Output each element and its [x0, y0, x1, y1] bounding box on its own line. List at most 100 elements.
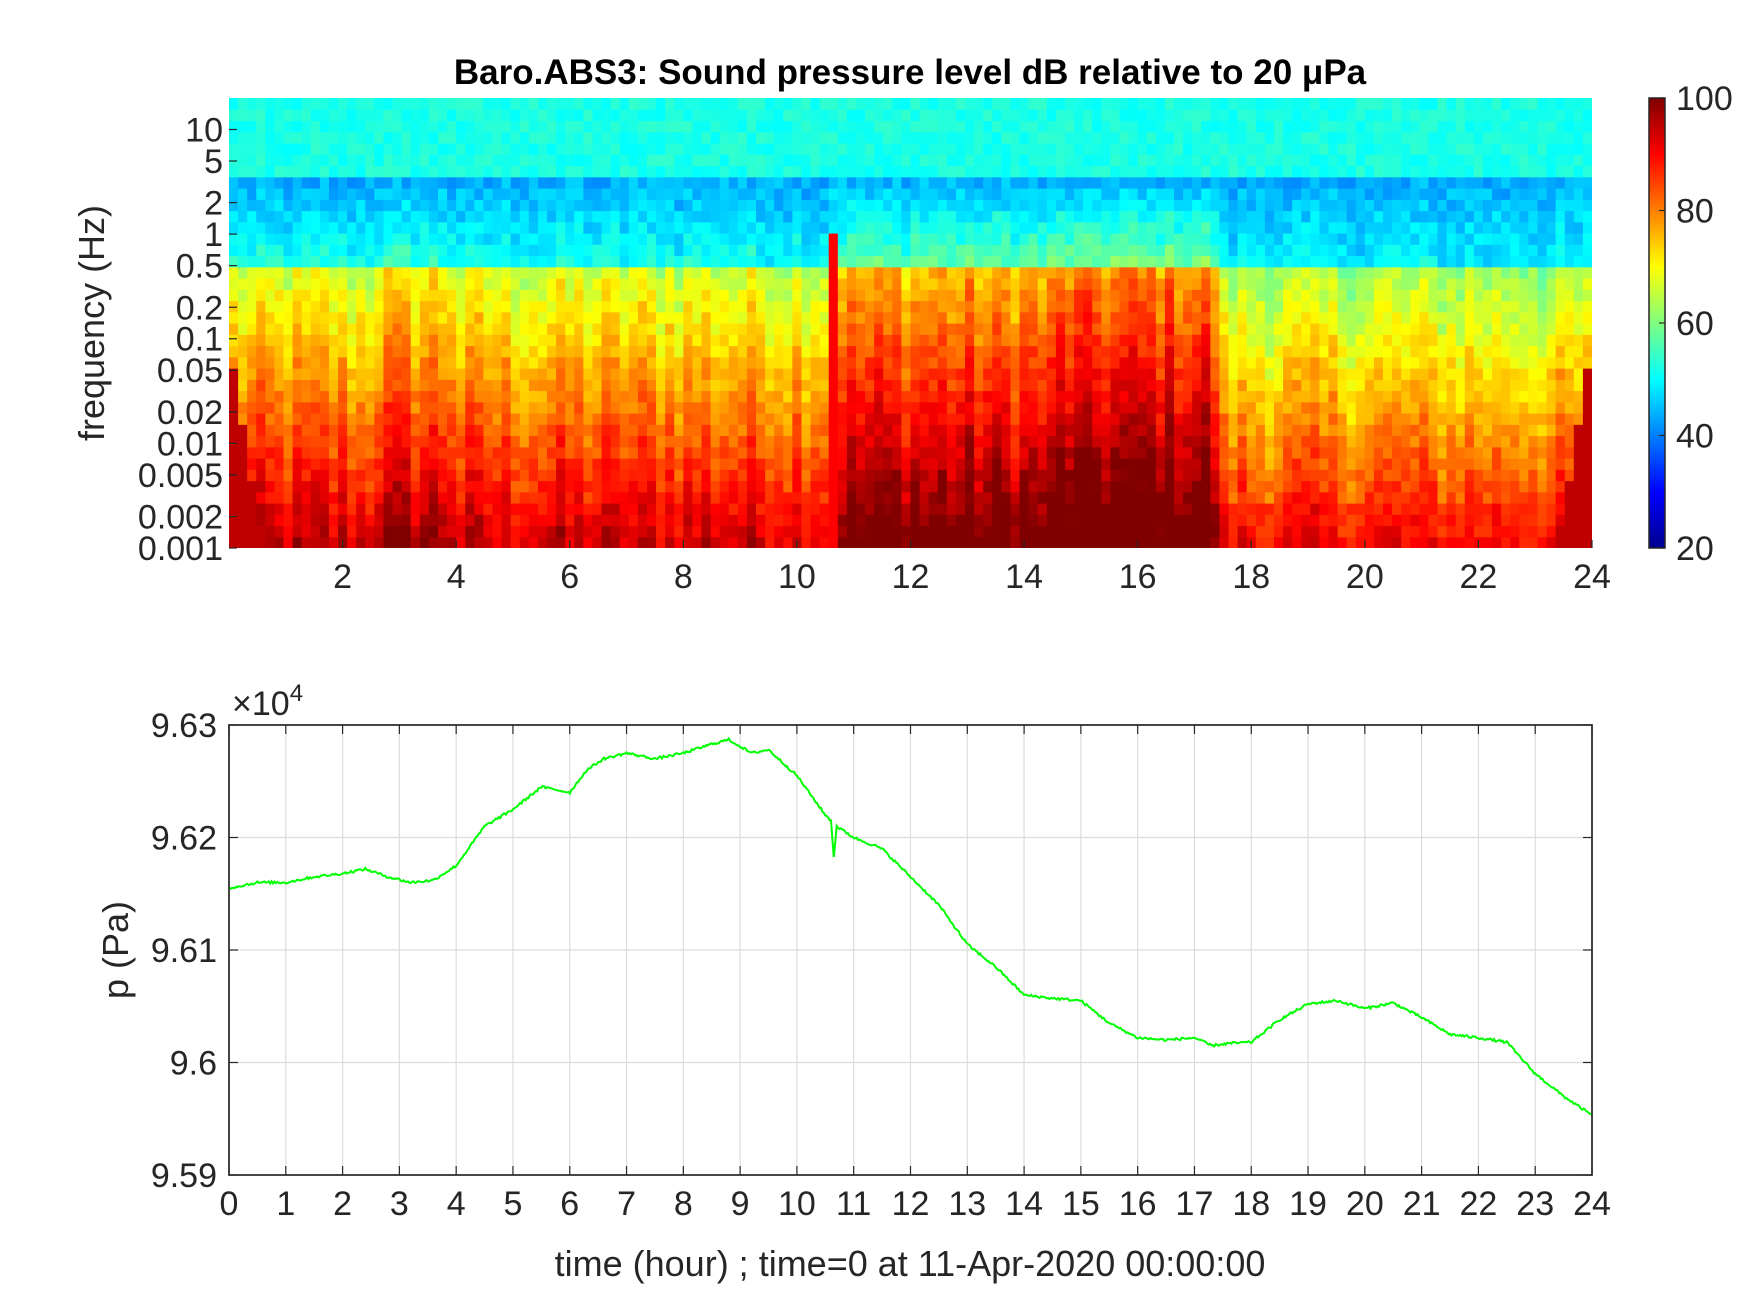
spectrogram-cell — [1037, 503, 1048, 515]
spectrogram-cell — [746, 401, 757, 414]
spectrogram-cell — [519, 165, 530, 178]
spectrogram-cell — [592, 446, 603, 459]
spectrogram-cell — [692, 323, 703, 335]
spectrogram-cell — [1292, 413, 1302, 425]
spectrogram-cell — [1037, 176, 1048, 189]
spectrogram-cell — [965, 424, 975, 437]
spectrogram-cell — [955, 176, 966, 189]
spectrogram-cell — [419, 143, 430, 155]
spectrogram-cell — [819, 525, 830, 538]
spectrogram-cell — [365, 356, 375, 369]
spectrogram-cell — [1210, 188, 1221, 200]
spectrogram-cell — [1137, 435, 1148, 448]
spectrogram-cell — [901, 266, 912, 279]
spectrogram-cell — [510, 233, 521, 245]
spectrogram-cell — [328, 356, 339, 369]
spectrogram-cell — [456, 109, 466, 122]
spectrogram-cell — [1210, 266, 1221, 279]
spectrogram-cell — [810, 356, 821, 369]
spectrogram-cell — [1183, 289, 1193, 302]
spectrogram-cell — [1228, 345, 1239, 358]
spectrogram-cell — [1064, 424, 1075, 437]
spectrogram-cell — [674, 345, 684, 358]
spectrogram-cell — [374, 109, 385, 122]
spectrogram-cell — [1146, 131, 1157, 144]
spectrogram-cell — [774, 345, 784, 358]
spectrogram-cell — [310, 199, 321, 212]
spectrogram-cell — [855, 413, 866, 425]
spectrogram-cell — [774, 289, 784, 302]
spectrogram-cell — [1255, 379, 1266, 392]
spectrogram-cell — [1283, 255, 1293, 268]
spectrogram-cell — [974, 109, 984, 122]
spectrogram-cell — [637, 469, 648, 482]
spectrogram-cell — [601, 446, 612, 459]
spectrogram-cell — [601, 390, 612, 403]
spectrogram-cell — [965, 210, 975, 223]
spectrogram-cell — [374, 491, 385, 504]
spectrogram-cell — [737, 221, 748, 234]
spectrogram-cell — [1283, 244, 1293, 257]
spectrogram-cell — [1210, 244, 1221, 257]
spectrogram-cell — [419, 503, 430, 515]
spectrogram-cell — [1246, 356, 1257, 369]
spectrogram-cell — [401, 334, 412, 347]
spectrogram-cell — [637, 120, 648, 133]
spectrogram-cell — [710, 255, 721, 268]
spectrogram-cell — [919, 244, 930, 257]
spectrogram-cell — [338, 413, 348, 425]
spectrogram-cell — [837, 514, 848, 527]
spectrogram-cell — [556, 199, 566, 212]
spectrogram-cell — [1183, 255, 1193, 268]
spectrogram-cell — [965, 98, 975, 110]
spectrogram-cell — [274, 210, 285, 223]
spectrogram-cell — [456, 188, 466, 200]
spectrogram-cell — [1146, 390, 1157, 403]
spectrogram-cell — [501, 266, 512, 279]
spectrogram-cell — [501, 356, 512, 369]
spectrogram-cell — [810, 165, 821, 178]
spectrogram-cell — [1001, 131, 1012, 144]
spectrogram-cell — [338, 514, 348, 527]
spectrogram-cell — [365, 379, 375, 392]
spectrogram-cell — [437, 503, 448, 515]
spectrogram-cell — [783, 266, 793, 279]
spectrogram-cell — [319, 458, 330, 470]
spectrogram-cell — [765, 491, 775, 504]
spectrogram-cell — [229, 98, 239, 110]
spectrogram-cell — [974, 401, 984, 414]
spectrogram-cell — [719, 446, 730, 459]
spectrogram-cell — [256, 334, 266, 347]
spectrogram-cell — [756, 536, 766, 548]
spectrogram-cell — [292, 356, 303, 369]
spectrogram-cell — [474, 536, 485, 548]
spectrogram-cell — [1310, 345, 1320, 358]
spectrogram-cell — [1201, 503, 1211, 515]
spectrogram-cell — [765, 255, 775, 268]
spectrogram-cell — [592, 334, 603, 347]
spectrogram-cell — [1001, 199, 1012, 212]
spectrogram-cell — [619, 458, 630, 470]
spectrogram-cell — [474, 143, 485, 155]
spectrogram-cell — [1055, 424, 1066, 437]
spectrogram-cell — [428, 311, 439, 324]
spectrogram-cell — [474, 368, 485, 380]
spectrogram-cell — [992, 458, 1002, 470]
spectrogram-cell — [1028, 143, 1039, 155]
spectrogram-cell — [492, 109, 503, 122]
spectrogram-cell — [1228, 143, 1239, 155]
spectrogram-cell — [247, 379, 257, 392]
spectrogram-cell — [1319, 356, 1330, 369]
spectrogram-cell — [674, 536, 684, 548]
spectrogram-cell — [519, 154, 530, 167]
spectrogram-cell — [537, 469, 548, 482]
spectrogram-cell — [1128, 233, 1139, 245]
spectrogram-cell — [374, 503, 385, 515]
spectrogram-cell — [1346, 536, 1357, 548]
spectrogram-cell — [901, 300, 912, 313]
spectrogram-cell — [665, 356, 675, 369]
spectrogram-cell — [719, 244, 730, 257]
spectrogram-cell — [238, 424, 248, 437]
spectrogram-cell — [1146, 514, 1157, 527]
spectrogram-cell — [229, 435, 239, 448]
